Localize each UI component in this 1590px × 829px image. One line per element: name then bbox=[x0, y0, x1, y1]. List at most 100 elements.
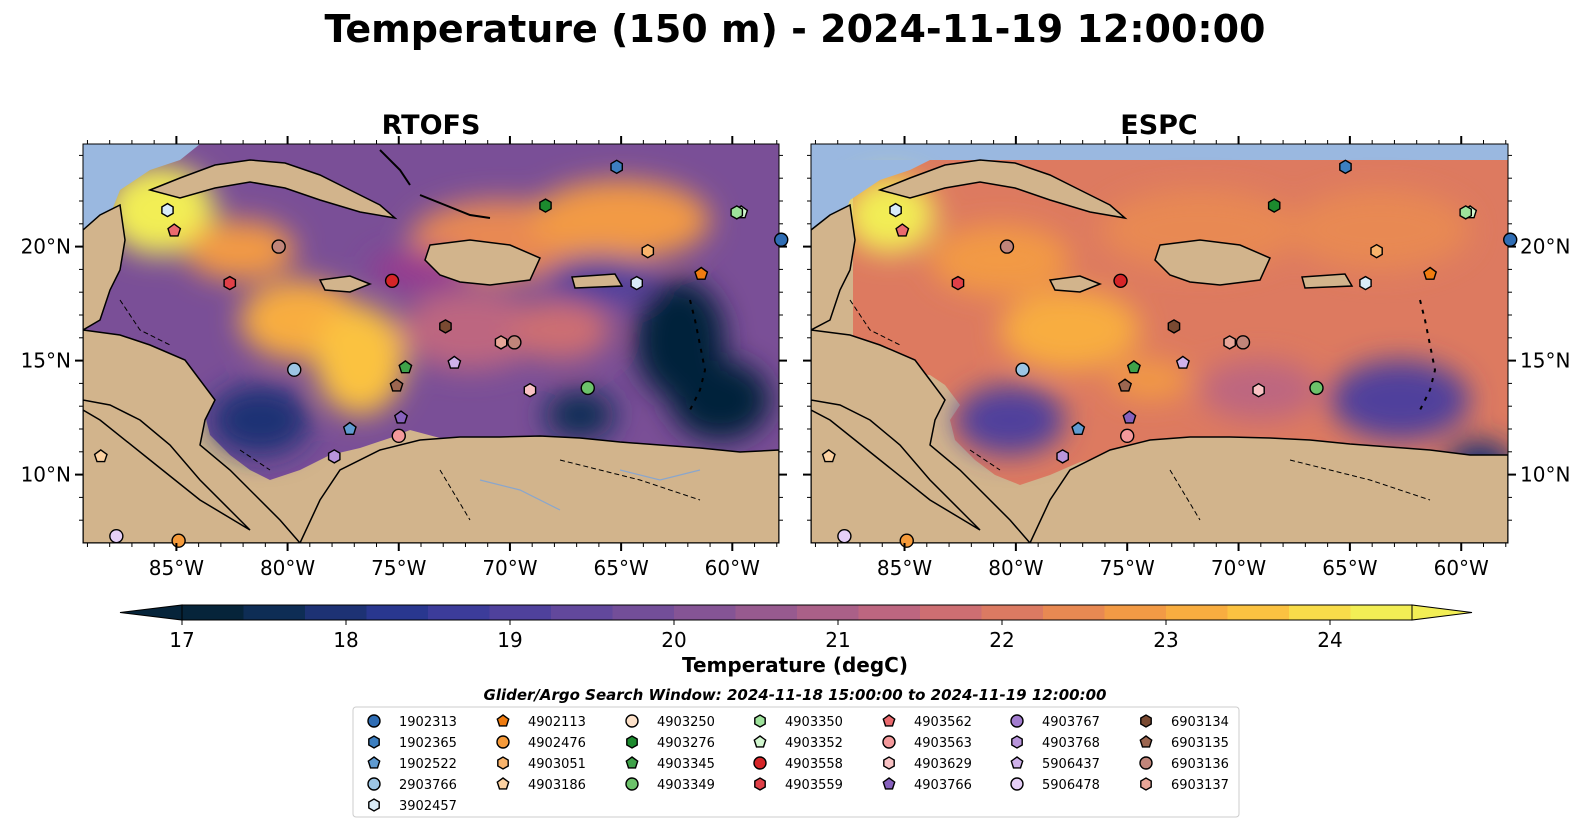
lon-tick-label: 85°W bbox=[149, 556, 204, 580]
legend-marker bbox=[753, 756, 767, 770]
float-marker bbox=[837, 528, 852, 544]
float-marker bbox=[1267, 198, 1281, 213]
float-marker bbox=[1359, 275, 1372, 291]
legend-entry-label: 4903352 bbox=[785, 736, 843, 751]
colorbar-segment bbox=[489, 605, 552, 620]
legend-entry-label: 4903345 bbox=[657, 757, 715, 772]
float-marker bbox=[389, 378, 404, 392]
legend-entry-label: 4903276 bbox=[657, 736, 715, 751]
lat-tick-label: 15°N bbox=[1520, 349, 1570, 373]
colorbar-segment bbox=[1289, 605, 1351, 620]
float-marker bbox=[774, 232, 789, 247]
legend-marker bbox=[368, 798, 380, 812]
colorbar-segment bbox=[797, 605, 859, 620]
float-marker bbox=[494, 335, 508, 350]
legend-entry-label: 6903135 bbox=[1171, 736, 1229, 751]
colorbar-tick-label: 18 bbox=[333, 628, 358, 652]
legend-marker bbox=[1010, 756, 1024, 769]
legend-marker bbox=[497, 756, 509, 770]
legend-marker bbox=[367, 777, 381, 791]
colorbar-tick-label: 19 bbox=[497, 628, 522, 652]
float-marker bbox=[539, 198, 552, 213]
legend-entry-label: 5906478 bbox=[1042, 778, 1100, 793]
float-marker bbox=[1423, 266, 1438, 280]
colorbar-segment bbox=[243, 605, 306, 620]
lon-tick-label: 80°W bbox=[988, 556, 1043, 580]
legend-marker bbox=[882, 777, 896, 790]
colorbar-segment bbox=[1350, 605, 1413, 620]
colorbar-tick-label: 24 bbox=[1317, 628, 1342, 652]
legend-entry-label: 6903137 bbox=[1171, 778, 1229, 793]
legend-entry-label: 4903051 bbox=[528, 757, 586, 772]
float-marker bbox=[610, 159, 623, 175]
temperature-field bbox=[83, 144, 779, 543]
float-marker bbox=[327, 449, 341, 464]
colorbar-segment bbox=[1227, 605, 1290, 620]
map-frame bbox=[82, 143, 780, 544]
legend-marker bbox=[367, 714, 381, 728]
legend-marker bbox=[368, 735, 380, 749]
float-marker bbox=[1056, 449, 1070, 464]
legend-marker bbox=[625, 777, 639, 791]
legend-marker bbox=[496, 714, 510, 727]
colorbar-segment bbox=[735, 605, 798, 620]
legend-marker bbox=[882, 735, 896, 749]
float-marker bbox=[161, 202, 174, 218]
float-marker bbox=[1113, 273, 1128, 288]
colorbar-tick-label: 17 bbox=[169, 628, 194, 652]
legend-entry-label: 1902522 bbox=[399, 757, 457, 772]
float-marker bbox=[171, 533, 186, 548]
legend-marker bbox=[1139, 735, 1153, 748]
float-markers bbox=[93, 159, 789, 548]
legend-marker bbox=[754, 714, 766, 728]
panel-espc: ESPC bbox=[803, 110, 1570, 580]
legend-marker bbox=[496, 777, 510, 790]
float-marker bbox=[999, 239, 1015, 254]
legend-entry-label: 3902457 bbox=[399, 799, 457, 814]
lat-tick-label: 10°N bbox=[1520, 463, 1570, 487]
lat-tick-label: 20°N bbox=[1520, 235, 1570, 259]
legend-entry-label: 1902313 bbox=[399, 715, 457, 730]
legend-entry-label: 4903558 bbox=[785, 757, 843, 772]
legend-entry-label: 4903766 bbox=[914, 778, 972, 793]
colorbar-extend-high bbox=[1411, 604, 1473, 621]
lon-tick-label: 65°W bbox=[594, 556, 649, 580]
legend-marker bbox=[496, 735, 510, 749]
colorbar-segment bbox=[674, 605, 736, 620]
legend-entry-label: 4903250 bbox=[657, 715, 715, 730]
float-marker bbox=[1122, 410, 1137, 424]
legend-entry-label: 4903186 bbox=[528, 778, 586, 793]
axis-ticks: 85°W 80°W 75°W 70°W 65°W 60°W 20°N 15°N 10°N bbox=[803, 136, 1570, 580]
colorbar-tick-label: 23 bbox=[1153, 628, 1178, 652]
panel-rtofs: RTOFS bbox=[21, 110, 789, 580]
legend-entry-label: 4903350 bbox=[785, 715, 843, 730]
float-marker bbox=[694, 266, 709, 280]
colorbar-segment bbox=[428, 605, 490, 620]
colorbar-segment bbox=[612, 605, 675, 620]
float-marker bbox=[1339, 159, 1352, 175]
legend-marker bbox=[367, 756, 381, 769]
legend-marker bbox=[1011, 735, 1023, 749]
colorbar-segment bbox=[1166, 605, 1228, 620]
float-marker bbox=[1235, 335, 1251, 350]
legend-entry-label: 1902365 bbox=[399, 736, 457, 751]
float-marker bbox=[1459, 205, 1473, 220]
colorbar: 17 18 19 20 21 22 23 24 bbox=[119, 604, 1473, 652]
colorbar-segment bbox=[858, 605, 921, 620]
legend-marker bbox=[1140, 777, 1152, 791]
float-marker bbox=[580, 380, 595, 396]
legend-entry-label: 4903559 bbox=[785, 778, 843, 793]
map-frame bbox=[810, 143, 1509, 544]
legend-entry-label: 4903562 bbox=[914, 715, 972, 730]
lon-tick-label: 85°W bbox=[877, 556, 932, 580]
float-marker bbox=[1223, 335, 1237, 350]
legend: 1902313 1902365 1902522 2903766 3902457 49021… bbox=[367, 714, 1229, 814]
legend-entry-label: 4903349 bbox=[657, 778, 715, 793]
lon-tick-label: 70°W bbox=[1211, 556, 1266, 580]
legend-marker bbox=[882, 714, 896, 727]
float-marker bbox=[1167, 319, 1181, 334]
float-marker bbox=[1252, 382, 1265, 398]
colorbar-segment bbox=[920, 605, 982, 620]
float-marker bbox=[899, 533, 914, 548]
float-marker bbox=[630, 275, 643, 291]
